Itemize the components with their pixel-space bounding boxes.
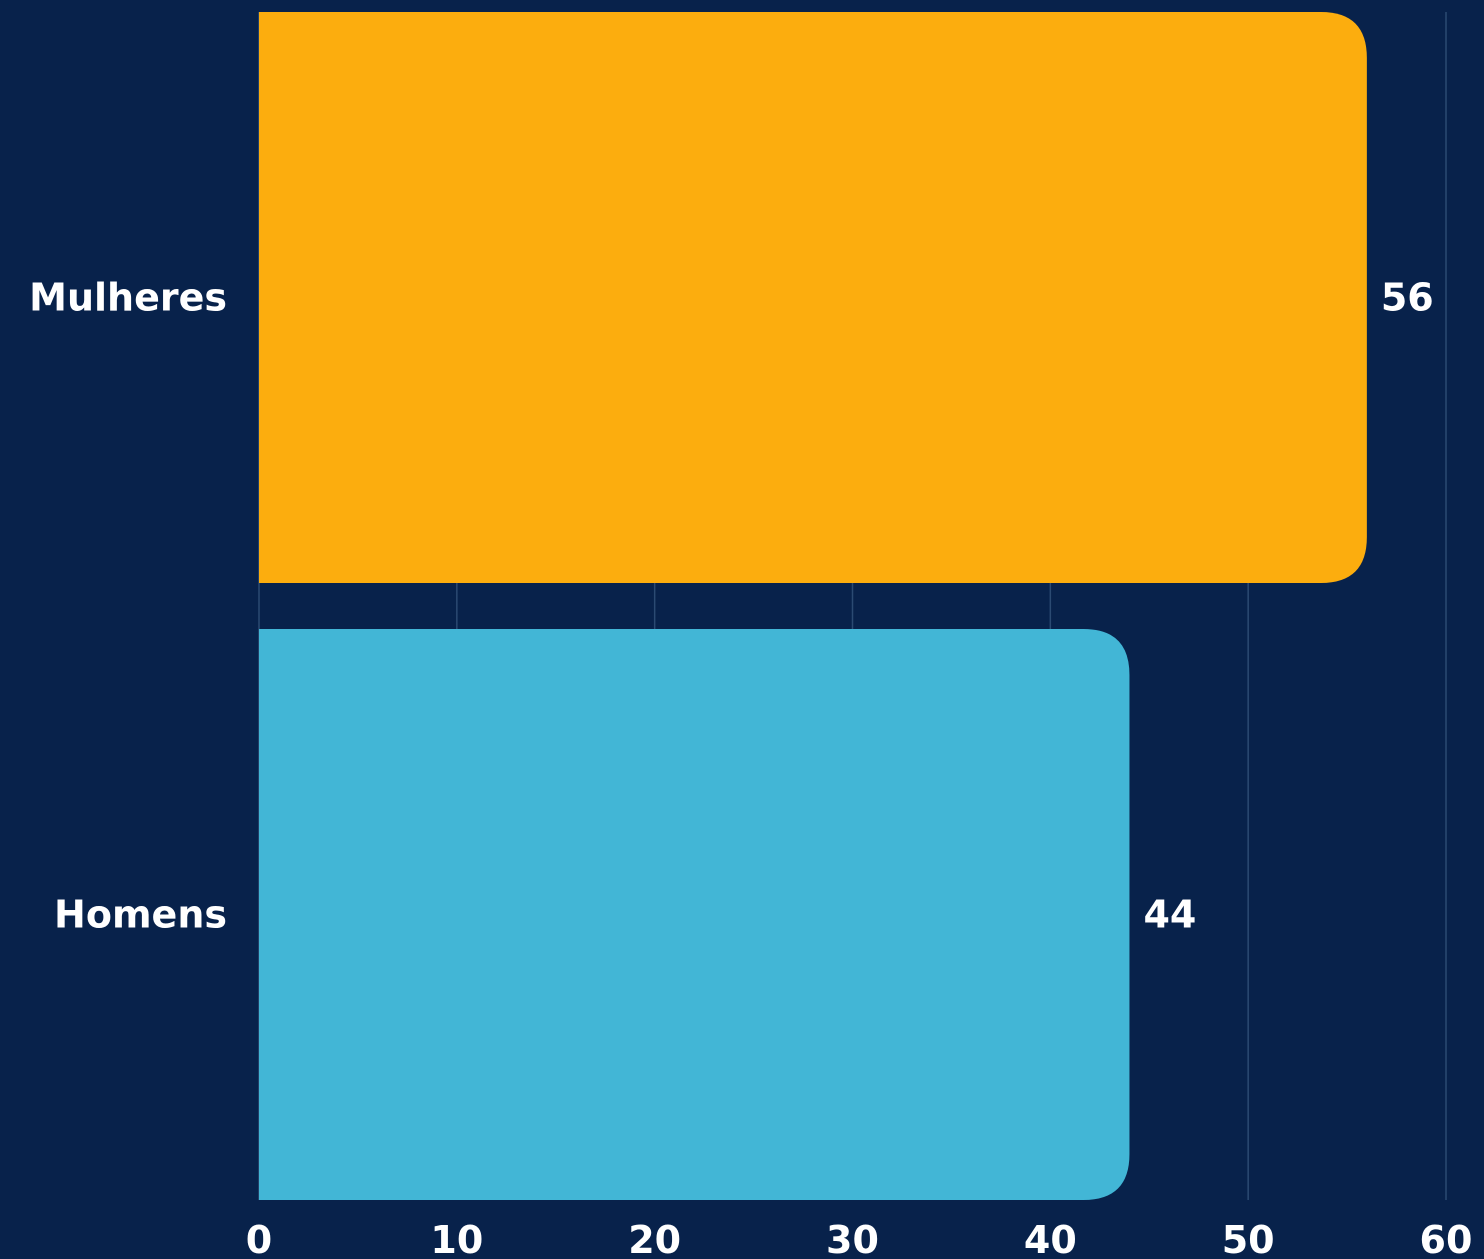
x-tick-label: 40 [1024,1218,1077,1259]
x-tick-label: 50 [1222,1218,1275,1259]
x-tick-label: 60 [1420,1218,1473,1259]
category-label: Homens [54,893,227,937]
value-label: 44 [1143,893,1196,937]
bars [259,12,1367,1200]
x-tick-label: 0 [246,1218,272,1259]
x-tick-label: 20 [628,1218,681,1259]
bar-mulheres [259,12,1367,583]
x-tick-label: 10 [430,1218,483,1259]
value-label: 56 [1381,276,1434,320]
x-tick-label: 30 [826,1218,879,1259]
category-label: Mulheres [29,276,227,320]
labels: 0 10 20 30 40 50 60 Mulheres 56 Homens 44 [29,276,1472,1259]
bar-homens [259,629,1130,1200]
